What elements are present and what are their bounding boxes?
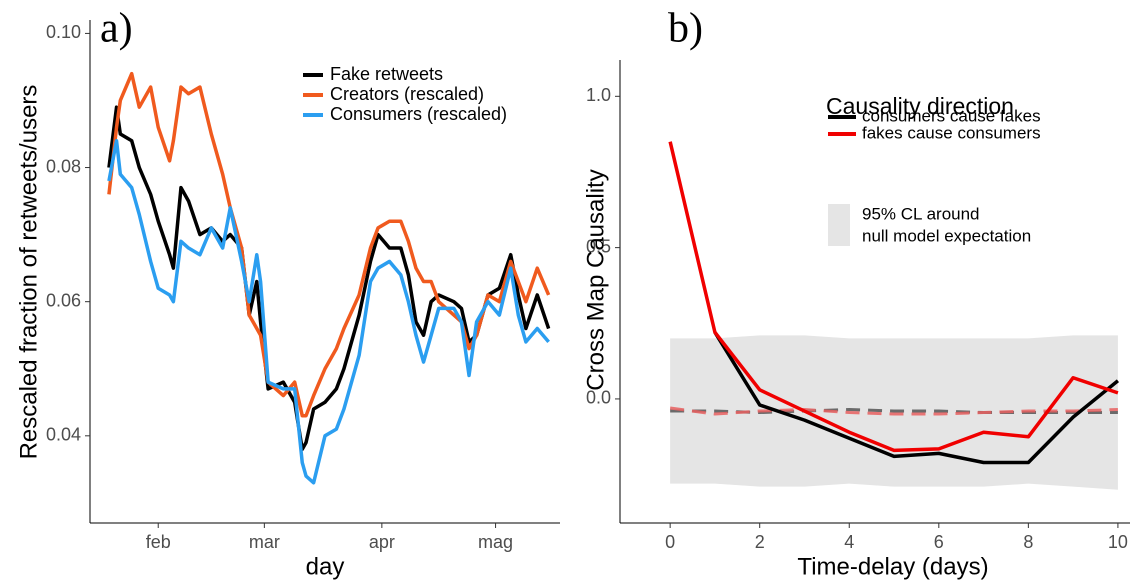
x-tick-label: mar <box>249 532 280 552</box>
x-tick-label: 2 <box>755 532 765 552</box>
y-axis-title: Cross Map Causality <box>582 169 609 390</box>
y-tick-label: 0.08 <box>46 156 81 176</box>
x-axis-title: day <box>306 553 345 580</box>
series-line <box>107 105 551 451</box>
x-tick-label: 0 <box>665 532 675 552</box>
legend-swatch <box>828 204 850 246</box>
y-tick-label: 0.06 <box>46 290 81 310</box>
y-tick-label: 0.04 <box>46 425 81 445</box>
x-tick-label: 4 <box>844 532 854 552</box>
null-model-line <box>669 406 1118 416</box>
series-line <box>668 141 1119 453</box>
series-line <box>713 331 1120 465</box>
legend-label: fakes cause consumers <box>862 123 1041 142</box>
legend-label: Fake retweets <box>330 64 443 84</box>
legend-label: Creators (rescaled) <box>330 84 484 104</box>
y-tick-label: 0.0 <box>586 388 611 408</box>
series-line <box>107 71 551 418</box>
x-tick-label: 8 <box>1023 532 1033 552</box>
x-axis-title: Time-delay (days) <box>797 553 988 580</box>
legend-label: consumers cause fakes <box>862 106 1041 125</box>
y-tick-label: 0.5 <box>586 236 611 256</box>
legend-title: Causality direction <box>826 93 1014 119</box>
x-tick-label: feb <box>146 532 171 552</box>
y-tick-label: 0.10 <box>46 22 81 42</box>
series-line <box>107 138 550 485</box>
legend-label: null model expectation <box>862 226 1031 245</box>
x-tick-label: 10 <box>1108 532 1128 552</box>
y-axis-title: Rescaled fraction of retweets/users <box>15 85 42 460</box>
x-tick-label: apr <box>369 532 395 552</box>
legend-label: Consumers (rescaled) <box>330 104 507 124</box>
panel-label: a) <box>100 6 133 52</box>
x-tick-label: mag <box>478 532 513 552</box>
confidence-band <box>670 335 1118 490</box>
legend-label: 95% CL around <box>862 204 980 223</box>
x-tick-label: 6 <box>934 532 944 552</box>
y-tick-label: 1.0 <box>586 85 611 105</box>
panel-label: b) <box>668 6 703 52</box>
